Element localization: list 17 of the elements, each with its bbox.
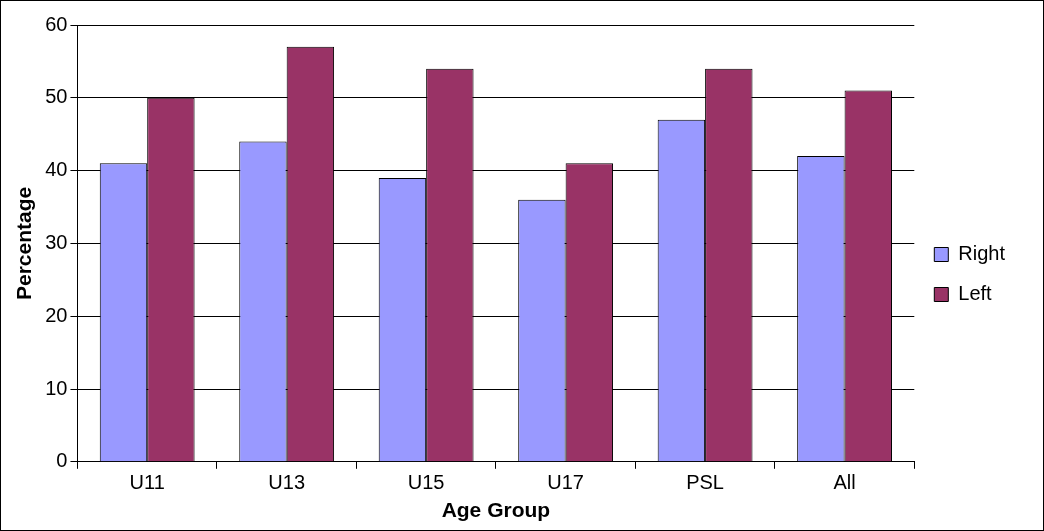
legend-label: Left bbox=[958, 282, 993, 305]
x-tick-label: U13 bbox=[268, 471, 306, 494]
legend-label: Right bbox=[958, 242, 1006, 265]
y-tick-label: 50 bbox=[45, 85, 68, 108]
y-tick-label: 0 bbox=[56, 449, 68, 472]
y-tick-label: 20 bbox=[45, 303, 68, 326]
y-tick-label: 40 bbox=[45, 158, 68, 181]
y-tick-label: 10 bbox=[45, 376, 68, 399]
x-tick-label: All bbox=[833, 471, 856, 494]
y-axis-title: Percentage bbox=[12, 186, 36, 301]
x-tick-label: U11 bbox=[129, 471, 165, 494]
x-tick-label: U17 bbox=[547, 471, 584, 494]
y-tick-label: 30 bbox=[45, 230, 68, 253]
x-tick-label: PSL bbox=[686, 471, 724, 494]
y-tick-label: 60 bbox=[45, 12, 68, 35]
x-axis-title: Age Group bbox=[441, 498, 551, 522]
x-tick-label: U15 bbox=[407, 471, 445, 494]
